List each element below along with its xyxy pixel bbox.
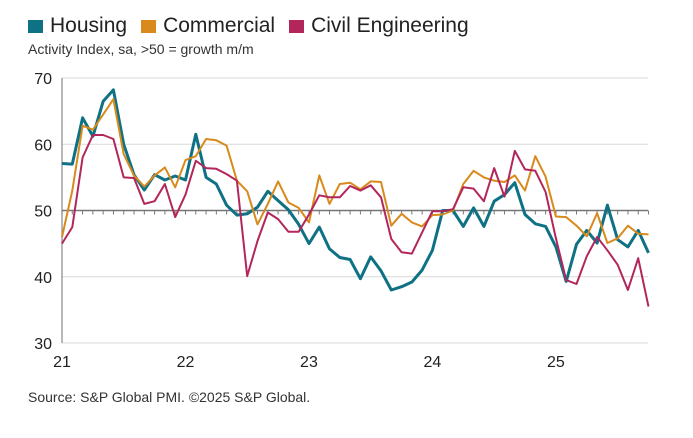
x-tick-label: 23 bbox=[300, 354, 318, 371]
series-line-housing bbox=[61, 88, 650, 292]
legend-swatch bbox=[289, 19, 305, 33]
legend-item-housing: Housing bbox=[28, 14, 127, 38]
series-line-commercial bbox=[61, 98, 649, 244]
y-tick-label: 60 bbox=[34, 137, 52, 154]
legend: Housing Commercial Civil Engineering bbox=[28, 14, 469, 38]
y-tick-label: 70 bbox=[34, 71, 52, 88]
legend-label: Commercial bbox=[163, 14, 276, 37]
x-tick-label: 24 bbox=[424, 354, 442, 371]
y-tick-label: 30 bbox=[34, 336, 52, 353]
legend-swatch bbox=[141, 19, 157, 33]
series-line-civil-engineering bbox=[61, 134, 650, 307]
chart-subtitle: Activity Index, sa, >50 = growth m/m bbox=[28, 41, 254, 57]
x-tick-label: 22 bbox=[177, 354, 195, 371]
source-note: Source: S&P Global PMI. ©2025 S&P Global… bbox=[28, 389, 311, 405]
legend-swatch bbox=[28, 19, 43, 33]
legend-label: Civil Engineering bbox=[311, 14, 469, 37]
x-tick-label: 21 bbox=[53, 354, 71, 371]
legend-item-civil: Civil Engineering bbox=[289, 14, 469, 38]
x-tick-label: 25 bbox=[547, 354, 565, 371]
legend-item-commercial: Commercial bbox=[141, 14, 275, 38]
y-tick-label: 50 bbox=[34, 204, 52, 221]
legend-label: Housing bbox=[50, 14, 128, 37]
y-tick-label: 40 bbox=[34, 270, 52, 287]
